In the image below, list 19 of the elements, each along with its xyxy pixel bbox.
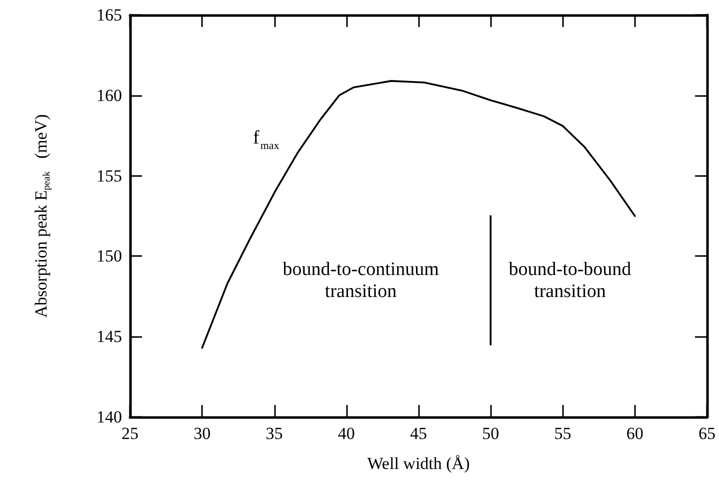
- x-tick-label: 45: [410, 424, 427, 443]
- y-tick-label: 165: [96, 6, 122, 24]
- y-tick-label: 150: [96, 246, 122, 266]
- y-tick-label: 160: [96, 86, 122, 105]
- x-tick-label: 65: [698, 424, 716, 443]
- y-tick-label: 140: [96, 408, 122, 426]
- x-tick-label: 60: [626, 424, 644, 443]
- annotation: bound-to-continuum transition: [282, 258, 440, 302]
- x-tick-label: 55: [554, 424, 572, 443]
- x-tick-label: 30: [194, 424, 211, 443]
- x-tick-label: 35: [266, 424, 283, 443]
- text: Absorption peak Epeak (meV): [32, 114, 52, 318]
- y-tick-label: 155: [96, 166, 122, 186]
- annotation: bound-to-bound transition: [508, 258, 632, 302]
- x-tick-label: 25: [122, 424, 138, 443]
- y-tick-label: 145: [96, 327, 122, 346]
- x-tick-label: 40: [338, 424, 355, 443]
- x-tick-label: 50: [482, 424, 500, 443]
- x-axis-title: Well width (Å): [367, 454, 470, 473]
